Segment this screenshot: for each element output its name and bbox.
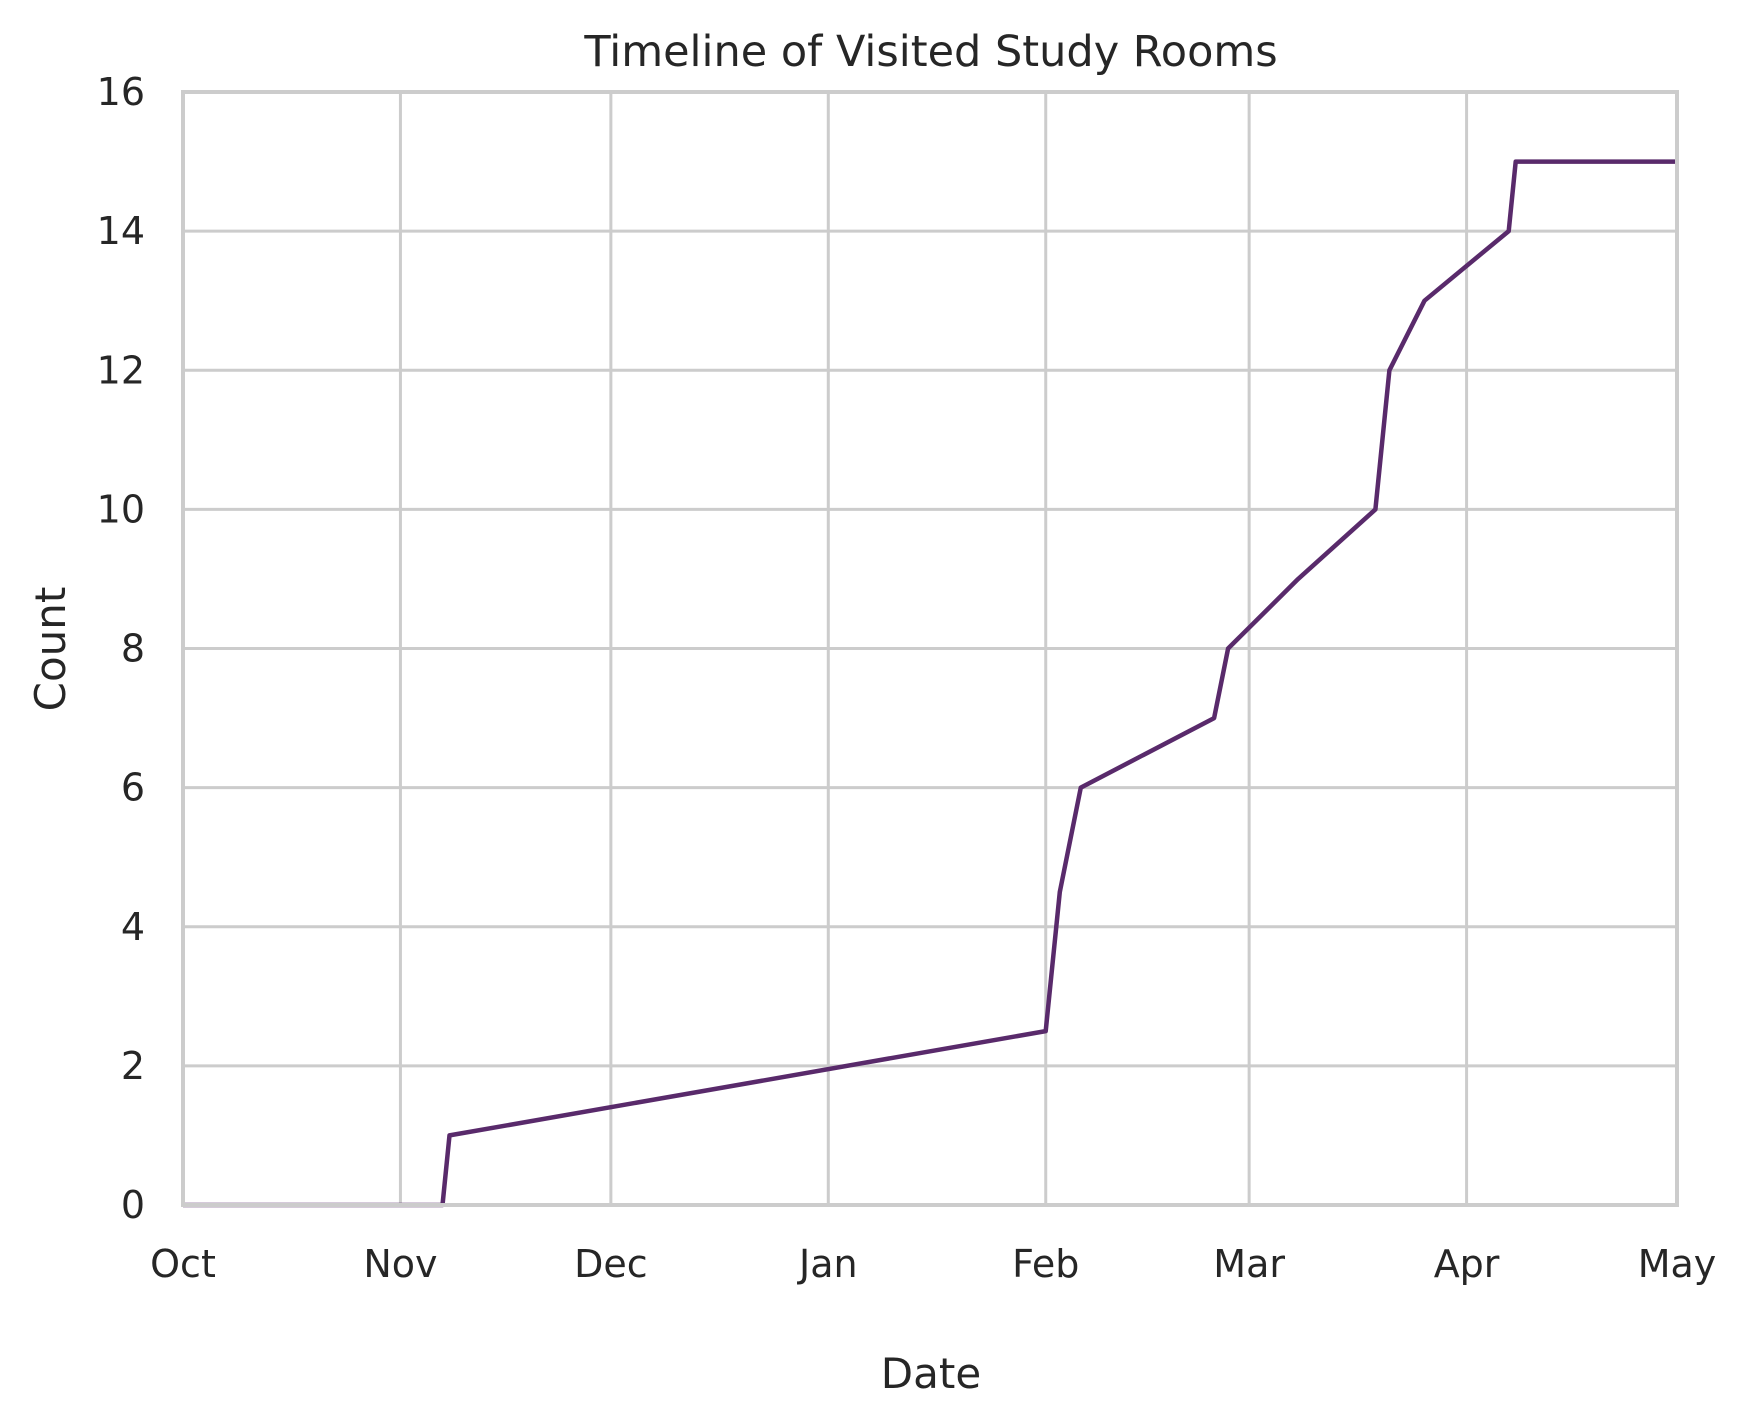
y-tick-label: 6 <box>121 766 145 810</box>
y-tick-label: 8 <box>121 627 145 671</box>
x-tick-label: Dec <box>574 1242 648 1286</box>
y-tick-label: 12 <box>97 348 145 392</box>
y-tick-label: 4 <box>121 905 145 949</box>
x-axis-label: Date <box>881 1349 981 1398</box>
x-tick-label: May <box>1638 1242 1717 1286</box>
y-tick-label: 16 <box>97 70 145 114</box>
y-tick-label: 0 <box>121 1183 145 1227</box>
grid <box>181 90 1679 1207</box>
y-tick-labels: 0 2 4 6 8 10 12 14 16 <box>97 70 145 1227</box>
y-axis-label: Count <box>26 587 75 712</box>
x-tick-label: Oct <box>150 1242 216 1286</box>
x-tick-labels: Oct Nov Dec Jan Feb Mar Apr May <box>150 1242 1716 1286</box>
plot-area <box>183 159 1677 1208</box>
x-tick-label: Nov <box>363 1242 437 1286</box>
y-tick-label: 14 <box>97 209 145 253</box>
x-tick-label: Apr <box>1434 1242 1500 1286</box>
y-tick-label: 2 <box>121 1044 145 1088</box>
x-tick-label: Feb <box>1012 1242 1079 1286</box>
x-tick-label: Mar <box>1213 1242 1285 1286</box>
chart-title: Timeline of Visited Study Rooms <box>583 27 1277 77</box>
y-tick-label: 10 <box>97 487 145 531</box>
x-tick-label: Jan <box>797 1242 858 1286</box>
plot-frame <box>181 90 1679 1207</box>
series-line <box>183 159 1677 1208</box>
